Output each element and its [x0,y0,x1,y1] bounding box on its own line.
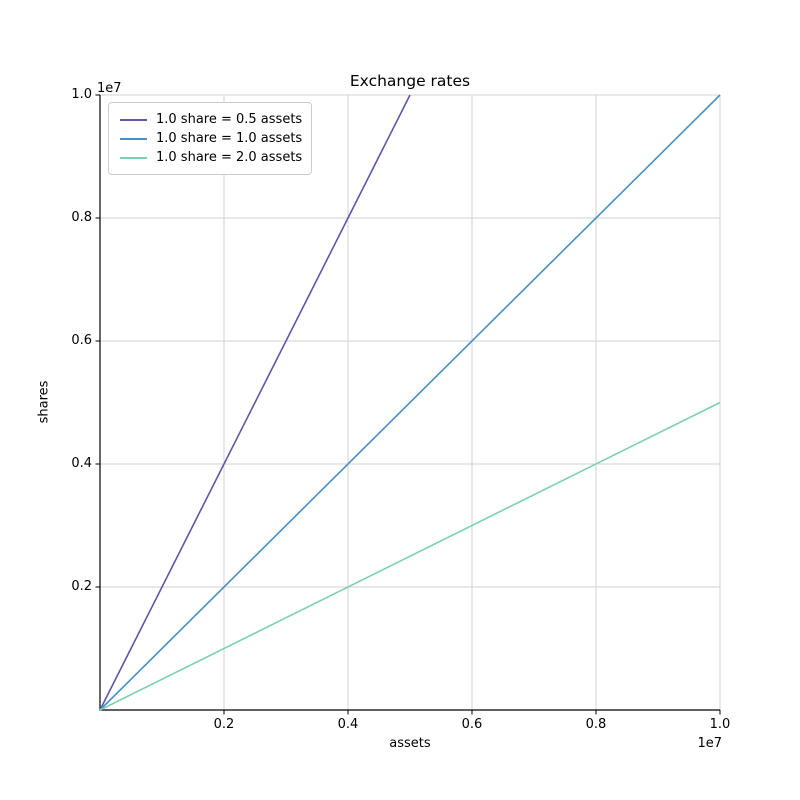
legend-line-swatch [120,137,147,140]
legend-item: 1.0 share = 0.5 assets [115,110,302,129]
legend-line-swatch [120,156,147,159]
legend-label: 1.0 share = 2.0 assets [156,150,303,165]
legend-line-swatch [120,118,147,121]
x-axis-offset-label: 1e7 [697,736,722,751]
y-tick-label: 0.4 [71,456,92,471]
legend: 1.0 share = 0.5 assets 1.0 share = 1.0 as… [108,102,312,175]
series-line [99,401,721,711]
y-tick-label: 0.8 [71,210,92,225]
chart-title: Exchange rates [349,72,471,90]
x-tick-label: 0.4 [337,717,359,732]
legend-label: 1.0 share = 0.5 assets [156,112,303,127]
y-tick-label: 1.0 [71,87,92,102]
legend-item: 1.0 share = 1.0 assets [115,129,302,148]
y-tick-label: 0.2 [71,579,92,594]
x-tick-label: 1.0 [709,717,731,732]
x-tick-label: 0.2 [213,717,235,732]
legend-item: 1.0 share = 2.0 assets [115,148,302,167]
series-line [99,94,411,711]
y-axis-label: shares [36,380,52,424]
x-tick-label: 0.8 [585,717,607,732]
y-axis-offset-label: 1e7 [97,81,122,96]
series-line [99,94,721,711]
legend-label: 1.0 share = 1.0 assets [156,131,303,146]
x-axis-label: assets [389,736,431,751]
y-tick-label: 0.6 [71,333,92,348]
x-tick-label: 0.6 [461,717,483,732]
